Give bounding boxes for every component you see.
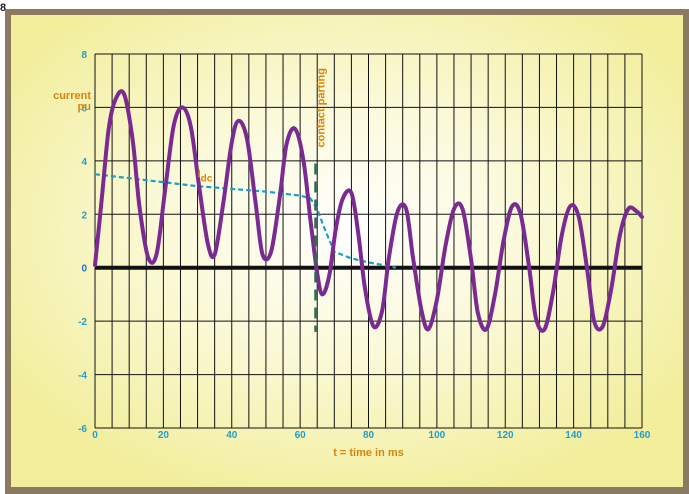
- y-tick-label: 2: [81, 210, 87, 221]
- y-tick-label: 6: [81, 103, 87, 114]
- y-axis-title-line1: current: [53, 90, 91, 102]
- x-tick-label: 60: [295, 430, 307, 441]
- x-tick-label: 40: [226, 430, 238, 441]
- x-axis-title: t = time in ms: [333, 447, 404, 459]
- x-tick-label: 0: [92, 430, 98, 441]
- y-tick-label: 8: [81, 50, 87, 61]
- y-axis-title-line2: pu: [78, 101, 91, 113]
- y-tick-label: 0: [81, 264, 87, 275]
- x-tick-label: 80: [363, 430, 375, 441]
- contact-parting-label: contact parting: [316, 68, 328, 147]
- figure-label: 8: [0, 2, 7, 14]
- x-tick-label: 160: [634, 430, 651, 441]
- x-tick-label: 20: [158, 430, 170, 441]
- series-current: [93, 89, 644, 333]
- idc-label-subscript: dc: [201, 174, 213, 185]
- x-tick-label: 100: [429, 430, 446, 441]
- x-tick-label: 120: [497, 430, 514, 441]
- current-layer: [93, 89, 644, 333]
- x-tick-label: 140: [565, 430, 582, 441]
- y-tick-label: 4: [81, 157, 87, 168]
- y-tick-label: -6: [78, 424, 87, 435]
- chart-panel: contact parting Idc -6 -4 -2 0 2 4 6 8 0 20 40 60 80 10…: [11, 15, 683, 487]
- grid: [94, 53, 643, 429]
- y-tick-label: -4: [78, 371, 87, 382]
- y-tick-label: -2: [78, 317, 87, 328]
